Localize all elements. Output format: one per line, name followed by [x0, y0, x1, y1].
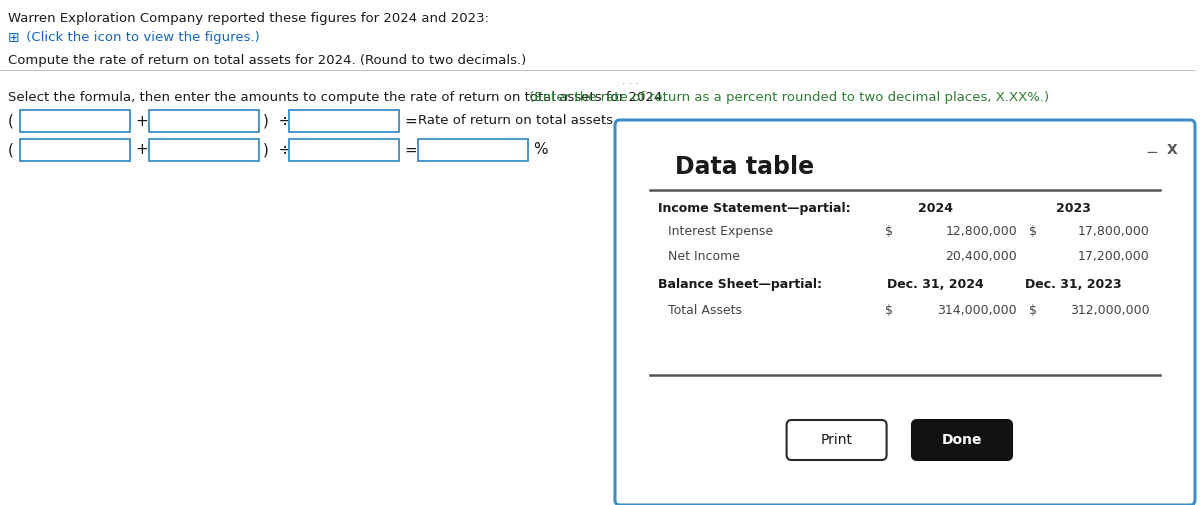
Text: X: X — [1166, 143, 1177, 157]
FancyBboxPatch shape — [912, 420, 1012, 460]
Text: 314,000,000: 314,000,000 — [937, 304, 1018, 317]
Text: Interest Expense: Interest Expense — [668, 225, 773, 238]
Text: +: + — [134, 142, 148, 158]
Text: 312,000,000: 312,000,000 — [1070, 304, 1150, 317]
Text: %: % — [533, 142, 547, 158]
Text: $: $ — [1030, 304, 1038, 317]
FancyBboxPatch shape — [289, 110, 398, 132]
Text: Total Assets: Total Assets — [668, 304, 742, 317]
FancyBboxPatch shape — [289, 139, 398, 161]
Text: +: + — [134, 114, 148, 128]
Text: (Enter the rate of return as a percent rounded to two decimal places, X.XX%.): (Enter the rate of return as a percent r… — [526, 91, 1050, 104]
FancyBboxPatch shape — [616, 120, 1195, 505]
Text: 2023: 2023 — [1056, 202, 1091, 215]
Text: (: ( — [8, 114, 14, 128]
FancyBboxPatch shape — [149, 139, 259, 161]
Text: Net Income: Net Income — [668, 250, 740, 263]
Text: 12,800,000: 12,800,000 — [946, 225, 1018, 238]
FancyBboxPatch shape — [20, 110, 130, 132]
FancyBboxPatch shape — [149, 110, 259, 132]
Text: . . .: . . . — [622, 76, 638, 86]
Text: Dec. 31, 2024: Dec. 31, 2024 — [887, 278, 984, 291]
Text: (: ( — [8, 142, 14, 158]
Text: (Click the icon to view the figures.): (Click the icon to view the figures.) — [22, 31, 259, 44]
FancyBboxPatch shape — [418, 139, 528, 161]
Text: Done: Done — [942, 433, 983, 447]
Text: Dec. 31, 2023: Dec. 31, 2023 — [1025, 278, 1122, 291]
Text: 17,200,000: 17,200,000 — [1078, 250, 1150, 263]
Text: )  ÷: ) ÷ — [263, 142, 292, 158]
Text: Rate of return on total assets: Rate of return on total assets — [418, 115, 613, 127]
Text: 2024: 2024 — [918, 202, 953, 215]
Text: Income Statement—partial:: Income Statement—partial: — [658, 202, 851, 215]
FancyBboxPatch shape — [20, 139, 130, 161]
Text: 20,400,000: 20,400,000 — [946, 250, 1018, 263]
Text: 17,800,000: 17,800,000 — [1078, 225, 1150, 238]
Text: $: $ — [886, 225, 893, 238]
Text: ⊞: ⊞ — [8, 31, 19, 45]
Text: =: = — [404, 142, 416, 158]
Text: $: $ — [1030, 225, 1038, 238]
Text: Balance Sheet—partial:: Balance Sheet—partial: — [658, 278, 822, 291]
Text: −: − — [1146, 145, 1158, 160]
Text: Print: Print — [821, 433, 852, 447]
Text: Compute the rate of return on total assets for 2024. (Round to two decimals.): Compute the rate of return on total asse… — [8, 54, 527, 67]
Text: Select the formula, then enter the amounts to compute the rate of return on tota: Select the formula, then enter the amoun… — [8, 91, 666, 104]
Text: Warren Exploration Company reported these figures for 2024 and 2023:: Warren Exploration Company reported thes… — [8, 12, 490, 25]
Text: Data table: Data table — [674, 155, 814, 179]
Text: =: = — [404, 114, 416, 128]
Text: )  ÷: ) ÷ — [263, 114, 292, 128]
Text: $: $ — [886, 304, 893, 317]
FancyBboxPatch shape — [787, 420, 887, 460]
